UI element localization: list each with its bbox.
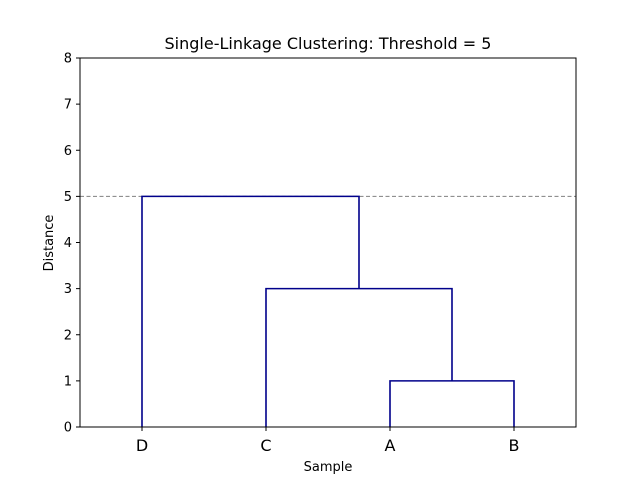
y-tick-label: 3	[64, 282, 72, 297]
dendrogram-link	[141, 195, 360, 427]
x-axis-label: Sample	[304, 460, 353, 475]
leaf-label: D	[136, 436, 148, 455]
leaf-label: A	[385, 436, 396, 455]
y-axis-label: Distance	[42, 215, 57, 272]
leaf-label: B	[509, 436, 520, 455]
y-tick-label: 0	[64, 421, 72, 436]
y-tick-label: 4	[64, 236, 72, 251]
y-tick-label: 8	[64, 52, 72, 67]
leaf-label: C	[260, 436, 271, 455]
y-tick-label: 1	[64, 374, 72, 389]
y-tick-label: 6	[64, 144, 72, 159]
y-tick-label: 5	[64, 190, 72, 205]
y-tick-label: 7	[64, 98, 72, 113]
y-tick-label: 2	[64, 328, 72, 343]
dendrogram-links	[141, 195, 515, 427]
y-axis-ticks: 0 1 2 3 4 5 6 7 8	[64, 52, 80, 436]
plot-frame	[79, 57, 577, 428]
chart-title: Single-Linkage Clustering: Threshold = 5	[165, 34, 492, 53]
